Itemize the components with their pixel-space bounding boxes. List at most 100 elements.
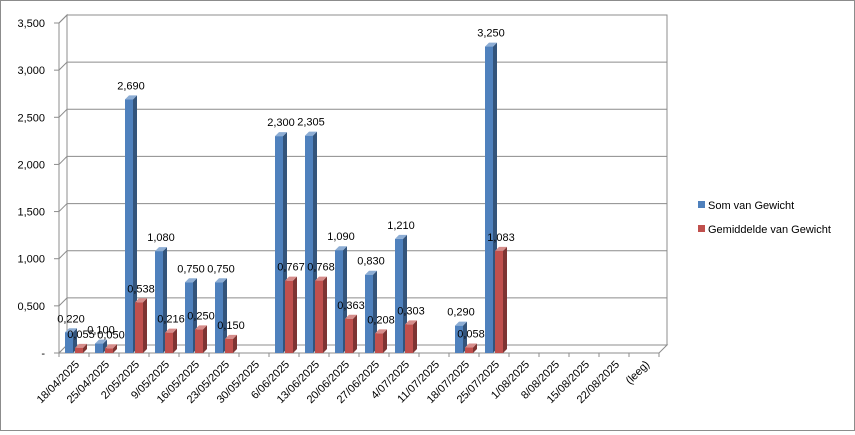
y-tick-label: 2,000 [17, 159, 45, 171]
bar-top [165, 328, 177, 333]
data-label: 0,750 [177, 263, 205, 275]
gridlines [54, 14, 667, 357]
y-axis-tick-labels: - 0,500 1,000 1,500 2,000 2,500 3,000 3,500 [17, 18, 45, 360]
y-tick-label: 1,500 [17, 207, 45, 219]
bar-front [375, 333, 383, 353]
bar-side [83, 343, 87, 353]
bar-top [375, 329, 387, 334]
y-tick-label: 3,000 [17, 65, 45, 77]
data-label: 0,363 [337, 300, 365, 312]
gridline [58, 155, 667, 165]
bar-som-van-gewicht [155, 247, 167, 353]
data-label: 1,210 [387, 220, 415, 232]
bar-top [155, 247, 167, 252]
bar-som-van-gewicht [65, 328, 77, 353]
data-label: 1,090 [327, 231, 355, 243]
bar-front [65, 332, 73, 353]
bar-front [455, 325, 463, 353]
bar-top [345, 314, 357, 319]
bar-som-van-gewicht [215, 278, 227, 353]
data-label: 0,050 [97, 329, 125, 341]
data-label: 0,767 [277, 262, 305, 274]
y-tick-label: 1,000 [17, 254, 45, 266]
bar-front [485, 46, 493, 353]
bar-gemiddelde-van-gewicht [135, 298, 147, 353]
bar-som-van-gewicht [125, 95, 137, 353]
x-axis-tick-labels: 18/04/202525/04/20252/05/20259/05/202516… [35, 359, 652, 406]
data-label: 0,768 [307, 262, 335, 274]
bar-top [485, 42, 497, 47]
bar-front [135, 302, 143, 353]
bar-side [223, 278, 227, 353]
bars [65, 42, 507, 353]
legend-swatch [698, 201, 705, 208]
bar-top [335, 246, 347, 251]
y-tick-label: 2,500 [17, 112, 45, 124]
data-label: 0,208 [367, 314, 395, 326]
bar-front [495, 250, 503, 353]
bar-front [185, 282, 193, 353]
x-tick-label: (leeg) [624, 359, 652, 387]
floor [57, 344, 669, 354]
data-label: 0,100 [87, 325, 115, 337]
bar-side [163, 247, 167, 353]
data-label: 1,083 [487, 232, 515, 244]
bar-front [95, 343, 103, 353]
bar-top [215, 278, 227, 283]
bar-side [293, 276, 297, 353]
gridline [58, 14, 667, 24]
bar-top [125, 95, 137, 100]
bar-side [73, 328, 77, 353]
data-label: 0,250 [187, 310, 215, 322]
bar-top [195, 325, 207, 330]
legend-label: Som van Gewicht [708, 200, 794, 212]
gridline [58, 203, 667, 212]
bar-side [113, 344, 117, 353]
bar-top [305, 131, 317, 136]
bar-gemiddelde-van-gewicht [375, 329, 387, 353]
bar-front [195, 329, 203, 353]
bar-top [275, 132, 287, 137]
bar-front [345, 318, 353, 353]
bar-front [395, 238, 403, 353]
bar-top [185, 278, 197, 283]
data-label: 0,290 [447, 307, 475, 319]
legend: Som van Gewicht Gemiddelde van Gewicht [698, 200, 831, 236]
bar-side [133, 95, 137, 353]
bar-som-van-gewicht [455, 321, 467, 353]
bar-gemiddelde-van-gewicht [195, 325, 207, 353]
bar-gemiddelde-van-gewicht [75, 343, 87, 353]
bar-front [165, 332, 173, 353]
bar-front [305, 135, 313, 353]
bar-front [285, 280, 293, 353]
gridline [58, 108, 667, 118]
bar-top [495, 246, 507, 251]
bar-side [353, 314, 357, 353]
data-label: 0,750 [207, 263, 235, 275]
bar-side [143, 298, 147, 353]
bar-side [473, 343, 477, 353]
data-label: 3,250 [477, 28, 505, 40]
bar-top [75, 343, 87, 348]
bar-front [125, 99, 133, 353]
bar-top [465, 343, 477, 348]
bar-side [383, 329, 387, 353]
bar-front [215, 282, 223, 353]
bar-gemiddelde-van-gewicht [315, 276, 327, 353]
data-label: 2,690 [117, 80, 145, 92]
gridline [58, 297, 667, 307]
bar-front [465, 347, 473, 353]
y-tick-label: 0,500 [17, 301, 45, 313]
y-tick-label: 3,500 [17, 18, 45, 30]
bar-top [365, 270, 377, 275]
y-tick-label: - [41, 348, 45, 360]
bar-front [225, 338, 233, 353]
bar-side [173, 328, 177, 353]
data-label: 0,055 [67, 329, 95, 341]
bar-front [405, 324, 413, 353]
bar-side [233, 334, 237, 353]
bar-front [155, 251, 163, 353]
